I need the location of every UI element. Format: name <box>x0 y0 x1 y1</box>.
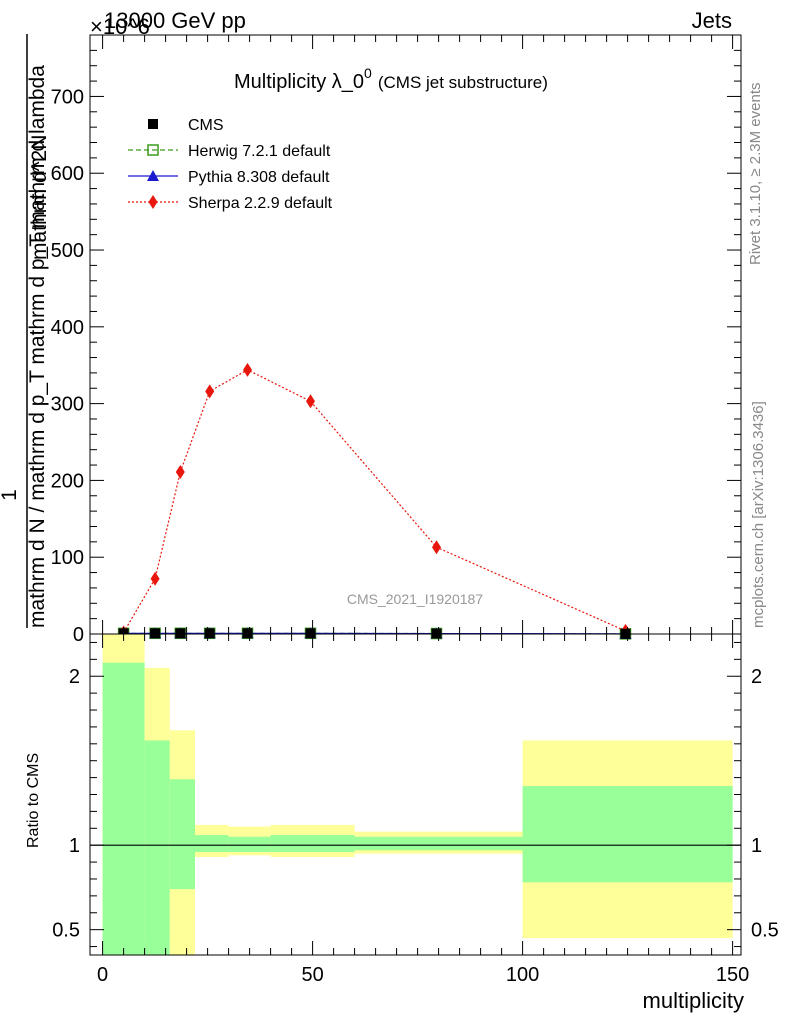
y-tick-label: 600 <box>51 163 84 185</box>
data-point <box>150 628 161 639</box>
y-label-denominator: mathrm d N / mathrm d p_T mathrm d p_T m… <box>26 65 49 628</box>
analysis-watermark: CMS_2021_I1920187 <box>347 591 483 607</box>
y-tick-label: 0 <box>73 624 84 646</box>
y-label-numerator: 1 <box>0 489 21 501</box>
header-energy-label: 13000 GeV pp <box>104 8 246 33</box>
data-point <box>204 628 215 639</box>
plot-title-sub: (CMS jet substructure) <box>378 73 548 92</box>
ratio-green-band <box>144 740 170 955</box>
ratio-y-axis-label: Ratio to CMS <box>25 753 42 848</box>
legend: CMS Herwig 7.2.1 default Pythia 8.308 defa… <box>128 117 333 212</box>
data-point <box>242 628 253 639</box>
data-point <box>432 540 441 555</box>
x-axis-ticks: 0 50 100 150 <box>97 35 749 986</box>
x-axis-label: multiplicity <box>643 988 744 1013</box>
legend-label: Pythia 8.308 default <box>188 169 330 186</box>
data-point <box>305 628 316 639</box>
y-tick-label: 300 <box>51 394 84 416</box>
legend-label: CMS <box>188 117 224 134</box>
rivet-version-label: Rivet 3.1.10, ≥ 2.3M events <box>747 83 764 266</box>
main-y-axis-label: mathrm d^2N 1 mathrm d N / mathrm d p_T … <box>0 34 51 628</box>
x-tick-label: 0 <box>97 964 108 986</box>
y-label-top: mathrm d^2N <box>28 135 51 260</box>
ratio-green-band <box>228 836 271 852</box>
x-tick-label: 50 <box>301 964 323 986</box>
legend-item: Herwig 7.2.1 default <box>128 143 331 160</box>
header-jets-label: Jets <box>692 8 732 33</box>
y-tick-label: 100 <box>51 547 84 569</box>
ratio-green-band <box>270 835 355 852</box>
ratio-y-tick-label: 2 <box>69 666 80 688</box>
ratio-green-band <box>102 662 145 955</box>
y-tick-label: 200 <box>51 470 84 492</box>
ratio-y-tick-label-right: 1 <box>751 835 762 857</box>
mcplots-label: mcplots.cern.ch [arXiv:1306.3436] <box>750 401 767 628</box>
x-tick-label: 100 <box>506 964 539 986</box>
plot-title-main: Multiplicity λ_0 <box>234 71 364 93</box>
legend-marker <box>147 144 159 156</box>
ratio-uncertainty-bands <box>102 634 733 955</box>
ratio-plot-panel: 0.5 0.5 1 1 2 2 Ratio to CMS 0 50 100 150 multip… <box>25 35 779 1013</box>
legend-label: Sherpa 2.2.9 default <box>188 195 333 212</box>
legend-marker <box>148 119 158 129</box>
legend-label: Herwig 7.2.1 default <box>188 143 331 160</box>
ratio-green-band <box>169 779 195 890</box>
series-line <box>123 369 626 633</box>
legend-marker <box>148 195 158 209</box>
y-tick-label: 500 <box>51 240 84 262</box>
legend-item: Pythia 8.308 default <box>128 169 330 186</box>
plot-title-superscript: 0 <box>364 65 372 81</box>
data-point <box>150 571 160 586</box>
legend-item: CMS <box>148 117 224 134</box>
y-tick-label: 400 <box>51 317 84 339</box>
ratio-y-tick-label: 1 <box>69 835 80 857</box>
legend-item: Sherpa 2.2.9 default <box>128 195 333 212</box>
data-point <box>243 362 252 377</box>
data-point <box>205 384 215 399</box>
series-2 <box>117 627 632 639</box>
data-point <box>175 628 186 639</box>
main-axis-ticks: 0 100 200 300 400 500 600 700 <box>51 49 741 646</box>
ratio-y-tick-label: 0.5 <box>52 920 80 942</box>
data-point <box>175 464 185 479</box>
y-tick-label: 700 <box>51 86 84 108</box>
data-point <box>306 394 315 409</box>
ratio-axis-ticks: 0.5 0.5 1 1 2 2 <box>52 641 779 948</box>
plot-title: Multiplicity λ_00 (CMS jet substructure) <box>234 65 548 93</box>
legend-marker <box>147 170 159 181</box>
ratio-y-tick-label-right: 0.5 <box>751 920 779 942</box>
ratio-y-tick-label-right: 2 <box>751 666 762 688</box>
x-tick-label: 150 <box>716 964 749 986</box>
ratio-green-band <box>354 836 523 851</box>
ratio-green-band <box>522 786 733 883</box>
ratio-green-band <box>195 835 229 852</box>
